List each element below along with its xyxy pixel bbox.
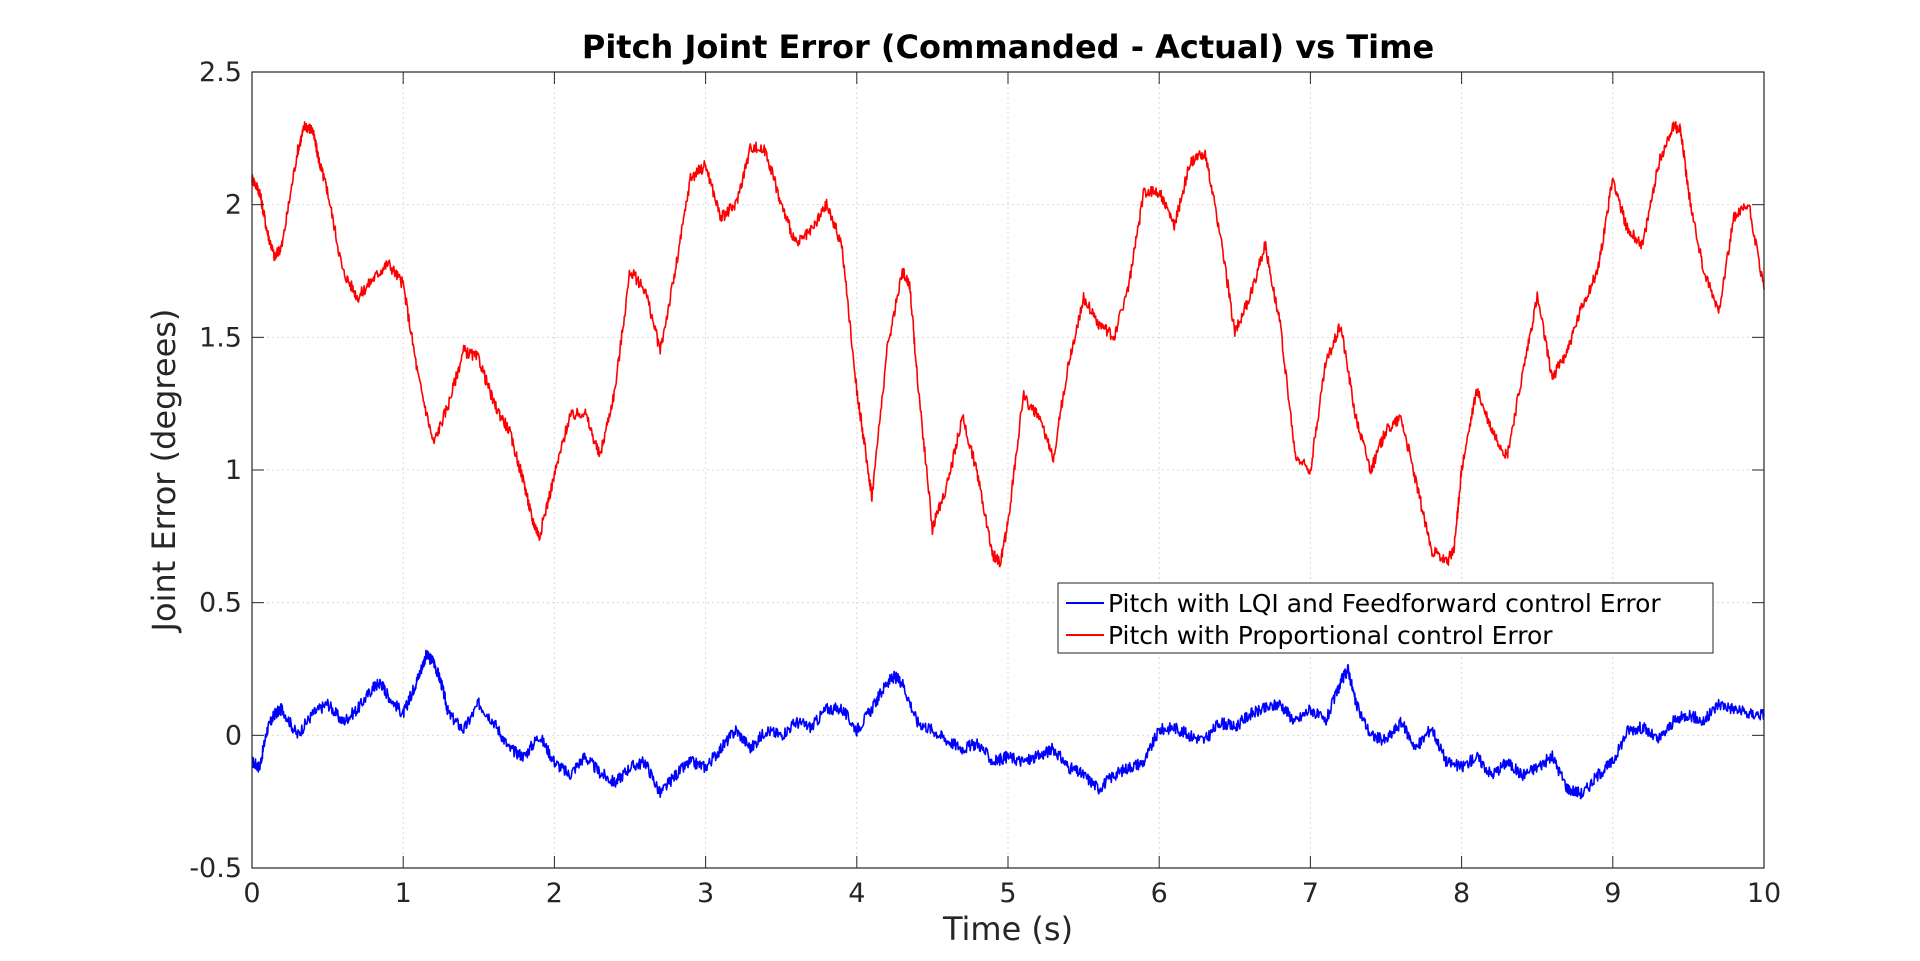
chart-title: Pitch Joint Error (Commanded - Actual) v…: [582, 28, 1434, 66]
y-axis-label: Joint Error (degrees): [145, 309, 183, 634]
legend-label-lqi: Pitch with LQI and Feedforward control E…: [1108, 589, 1661, 618]
x-tick-label: 0: [243, 878, 260, 909]
y-tick-label: -0.5: [189, 853, 242, 884]
legend-label-proportional: Pitch with Proportional control Error: [1108, 621, 1553, 650]
y-tick-label: 0.5: [199, 588, 242, 619]
x-tick-label: 8: [1453, 878, 1470, 909]
x-tick-label: 7: [1302, 878, 1319, 909]
x-tick-label: 10: [1747, 878, 1781, 909]
series-group: [251, 121, 1765, 800]
x-tick-label: 9: [1604, 878, 1621, 909]
x-axis-label: Time (s): [942, 910, 1073, 948]
y-tick-label: 2: [225, 190, 242, 221]
x-tick-label: 3: [697, 878, 714, 909]
y-tick-label: 2.5: [199, 57, 242, 88]
ticks: 0 1 2 3 4 5 6 7 8 9 10-0.500.511.522.5: [189, 57, 1781, 909]
series-line-lqi: [251, 649, 1765, 800]
series-line-proportional: [251, 121, 1765, 568]
x-tick-label: 6: [1151, 878, 1168, 909]
x-tick-label: 5: [999, 878, 1016, 909]
y-tick-label: 1: [225, 455, 242, 486]
legend: Pitch with LQI and Feedforward control E…: [1057, 582, 1714, 654]
legend-box: [1057, 582, 1714, 654]
x-tick-label: 1: [395, 878, 412, 909]
y-tick-label: 1.5: [199, 322, 242, 353]
y-tick-label: 0: [225, 720, 242, 751]
x-tick-label: 2: [546, 878, 563, 909]
x-tick-label: 4: [848, 878, 865, 909]
